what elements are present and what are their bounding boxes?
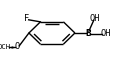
Text: OH: OH	[90, 14, 100, 23]
Text: O: O	[15, 42, 20, 51]
Text: F: F	[24, 14, 29, 23]
Text: OCH₃: OCH₃	[0, 44, 15, 50]
Text: B: B	[85, 29, 91, 37]
Text: OH: OH	[101, 29, 111, 38]
